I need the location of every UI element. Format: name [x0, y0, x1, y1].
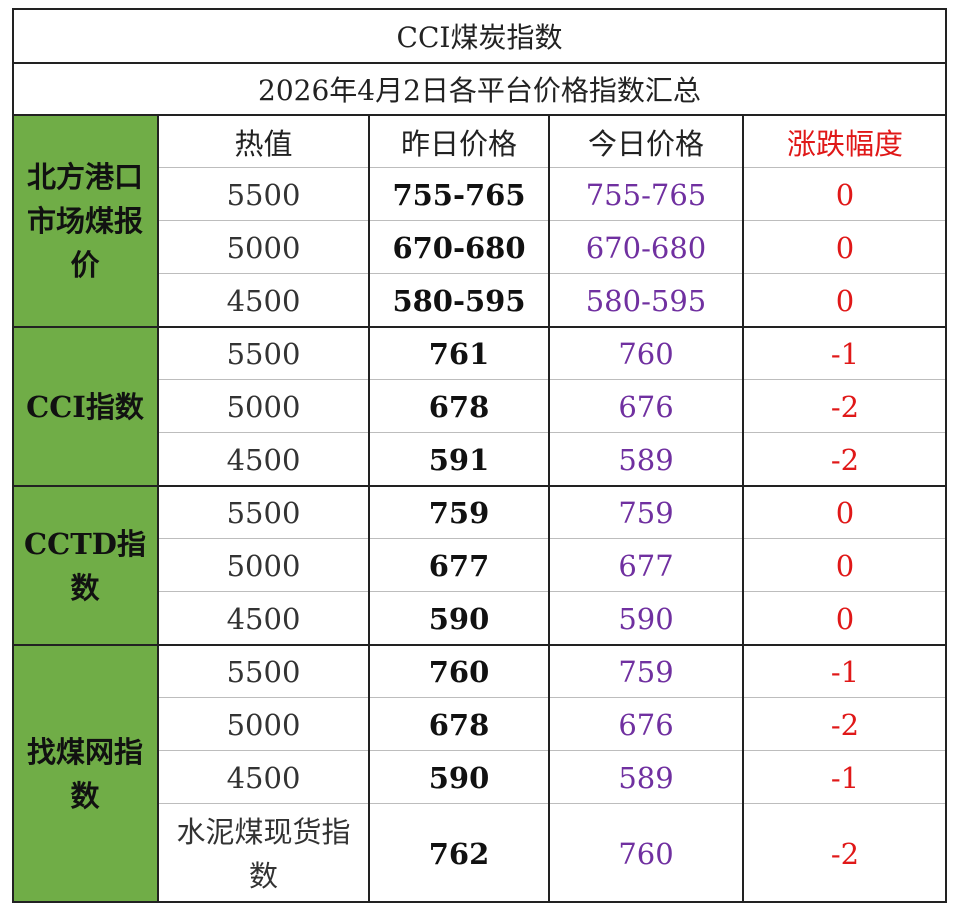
cell-change: -2 [830, 389, 860, 424]
border-group [12, 326, 947, 328]
group-label-line: CCTD指数 [24, 526, 146, 605]
row-divider [158, 697, 947, 698]
group-label-cctd: CCTD指数 [12, 486, 158, 645]
group-label-line: 市场煤报 [26, 204, 143, 238]
cell-today: 676 [618, 389, 674, 424]
cell-change: 0 [835, 548, 855, 583]
row-divider [158, 432, 947, 433]
cell-today: 580-595 [585, 283, 707, 318]
cell-yesterday: 761 [428, 336, 490, 371]
cell-heat: 4500 [226, 283, 301, 318]
row-divider [158, 379, 947, 380]
row-divider [158, 220, 947, 221]
cell-yesterday: 678 [428, 389, 490, 424]
border-right [945, 8, 947, 903]
cell-today: 759 [618, 495, 674, 530]
border-group [12, 485, 947, 487]
cell-yesterday: 590 [428, 601, 490, 636]
cell-today: 590 [618, 601, 674, 636]
table-subtitle: 2026年4月2日各平台价格指数汇总 [258, 74, 701, 107]
cell-today: 676 [618, 707, 674, 742]
cell-heat: 5000 [226, 230, 301, 265]
border-title [12, 62, 947, 64]
cell-change: -1 [830, 760, 860, 795]
cell-yesterday: 759 [428, 495, 490, 530]
cell-today: 589 [618, 442, 674, 477]
cell-heat: 4500 [226, 442, 301, 477]
cell-change: -2 [830, 836, 860, 871]
cell-today: 589 [618, 760, 674, 795]
cell-change: -1 [830, 654, 860, 689]
cell-today: 760 [618, 836, 674, 871]
coal-price-table: CCI煤炭指数 2026年4月2日各平台价格指数汇总 热值 昨日价格 今日价格 … [12, 8, 947, 903]
border-col [157, 115, 159, 903]
header-heat: 热值 [234, 126, 293, 161]
group-label-line: CCI指数 [26, 389, 144, 424]
border-group [12, 644, 947, 646]
cell-heat: 5500 [226, 177, 301, 212]
cell-change: 0 [835, 601, 855, 636]
cell-heat-cement-index: 水泥煤现货指 数 [158, 804, 369, 903]
cell-change: 0 [835, 495, 855, 530]
cell-today: 677 [618, 548, 674, 583]
border-left [12, 8, 14, 903]
border-bottom [12, 901, 947, 903]
cell-heat: 5000 [226, 548, 301, 583]
cell-change: -2 [830, 707, 860, 742]
cell-change: 0 [835, 283, 855, 318]
cell-today: 759 [618, 654, 674, 689]
cell-yesterday: 762 [428, 836, 490, 871]
group-label-line: 北方港口 [26, 160, 143, 194]
group-label-north-port: 北方港口 市场煤报 价 [12, 115, 158, 327]
cell-change: -2 [830, 442, 860, 477]
row-divider [158, 803, 947, 804]
header-today: 今日价格 [587, 126, 704, 161]
cell-heat: 5000 [226, 707, 301, 742]
cell-today: 755-765 [585, 177, 707, 212]
cell-heat: 5500 [226, 654, 301, 689]
header-change: 涨跌幅度 [786, 126, 903, 161]
group-label-line: 价 [70, 248, 100, 282]
group-label-line: 找煤网指 [26, 735, 143, 769]
row-divider [158, 591, 947, 592]
cell-yesterday: 590 [428, 760, 490, 795]
cell-heat: 4500 [226, 601, 301, 636]
row-divider [158, 538, 947, 539]
border-col [548, 115, 550, 903]
cell-today: 760 [618, 336, 674, 371]
cell-yesterday: 670-680 [392, 230, 526, 265]
heat-label-line: 水泥煤现货指 [176, 814, 351, 849]
group-label-cci: CCI指数 [12, 327, 158, 486]
group-label-zhaomei: 找煤网指 数 [12, 645, 158, 903]
border-col [742, 115, 744, 903]
cell-change: -1 [830, 336, 860, 371]
header-yesterday: 昨日价格 [400, 126, 517, 161]
table-title: CCI煤炭指数 [396, 20, 563, 54]
cell-yesterday: 677 [428, 548, 490, 583]
row-divider [158, 750, 947, 751]
cell-yesterday: 755-765 [392, 177, 526, 212]
heat-label-line: 数 [248, 858, 278, 893]
cell-heat: 5500 [226, 495, 301, 530]
cell-change: 0 [835, 177, 855, 212]
cell-heat: 4500 [226, 760, 301, 795]
group-label-line: 数 [70, 779, 100, 813]
cell-today: 670-680 [585, 230, 707, 265]
border-top [12, 8, 947, 10]
cell-yesterday: 580-595 [392, 283, 526, 318]
border-col [368, 115, 370, 903]
cell-yesterday: 760 [428, 654, 490, 689]
row-divider [158, 273, 947, 274]
cell-heat: 5000 [226, 389, 301, 424]
border-subtitle [12, 114, 947, 116]
cell-yesterday: 591 [428, 442, 490, 477]
cell-heat: 5500 [226, 336, 301, 371]
row-divider [158, 167, 947, 168]
cell-change: 0 [835, 230, 855, 265]
cell-yesterday: 678 [428, 707, 490, 742]
